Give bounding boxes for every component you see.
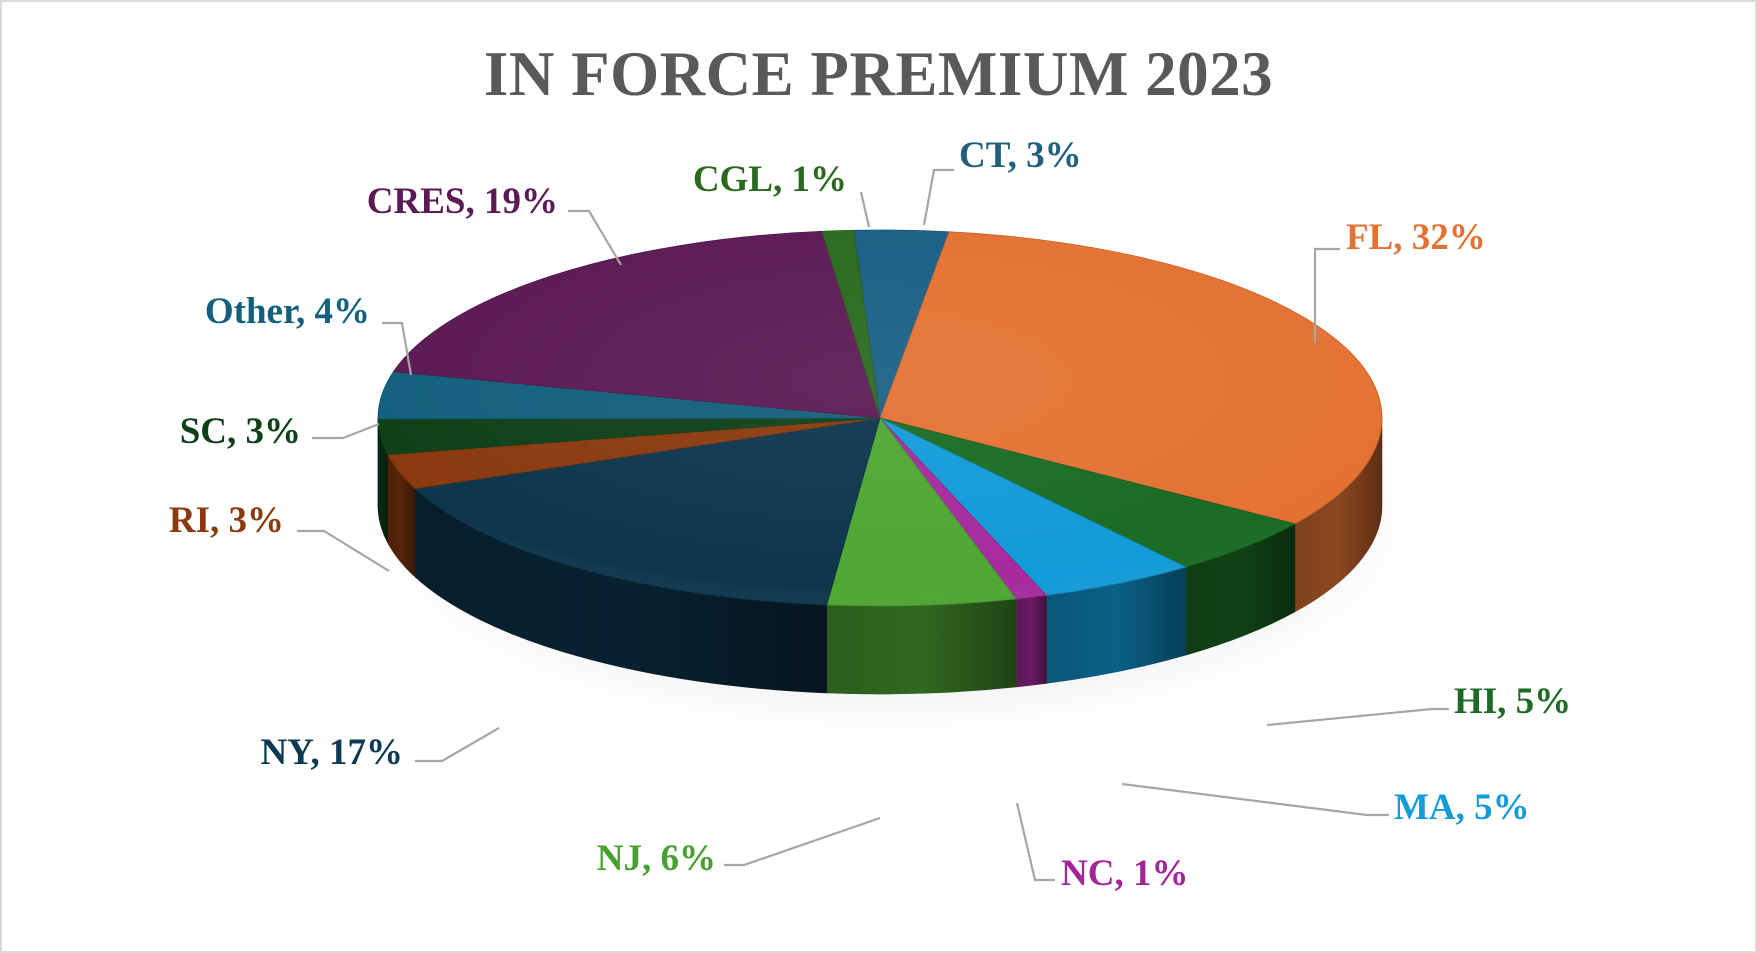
data-label-nj: NJ, 6% [597, 838, 716, 879]
data-label-ri: RI, 3% [169, 500, 284, 541]
data-label-ct: CT, 3% [959, 135, 1082, 176]
pie-side-shade-hi [1185, 523, 1295, 656]
data-label-cgl: CGL, 1% [693, 159, 847, 200]
data-label-fl: FL, 32% [1346, 217, 1486, 258]
data-label-other: Other, 4% [205, 291, 370, 332]
chart-title: IN FORCE PREMIUM 2023 [483, 39, 1274, 109]
leader-line-ct [922, 168, 954, 226]
pie-side-shade-ri [387, 454, 415, 577]
leader-line-ma [1121, 782, 1389, 817]
pie-top-sheen [378, 230, 1382, 606]
pie-side-shade-fl [1294, 418, 1382, 612]
pie-side-shade-ma [1046, 567, 1186, 684]
leader-line-fl [1313, 247, 1340, 343]
data-label-ny: NY, 17% [260, 732, 403, 773]
leader-line-sc [312, 422, 380, 440]
leader-line-hi [1266, 707, 1449, 727]
leader-line-cgl [859, 191, 871, 228]
leader-line-ny [415, 727, 500, 763]
pie-side-shade-ny [414, 488, 827, 693]
pie-side-shade-nc [1016, 595, 1047, 687]
data-label-cres: CRES, 19% [367, 181, 558, 222]
data-label-ma: MA, 5% [1394, 787, 1530, 828]
leader-line-nj [724, 816, 881, 867]
leader-line-cres [568, 209, 622, 266]
pie-side-shade-nj [826, 598, 1017, 694]
leader-line-other [382, 321, 413, 376]
leader-line-ri [297, 529, 390, 572]
data-label-hi: HI, 5% [1454, 681, 1571, 722]
leader-line-nc [1015, 802, 1055, 882]
data-label-nc: NC, 1% [1061, 853, 1188, 894]
data-label-sc: SC, 3% [180, 411, 301, 452]
